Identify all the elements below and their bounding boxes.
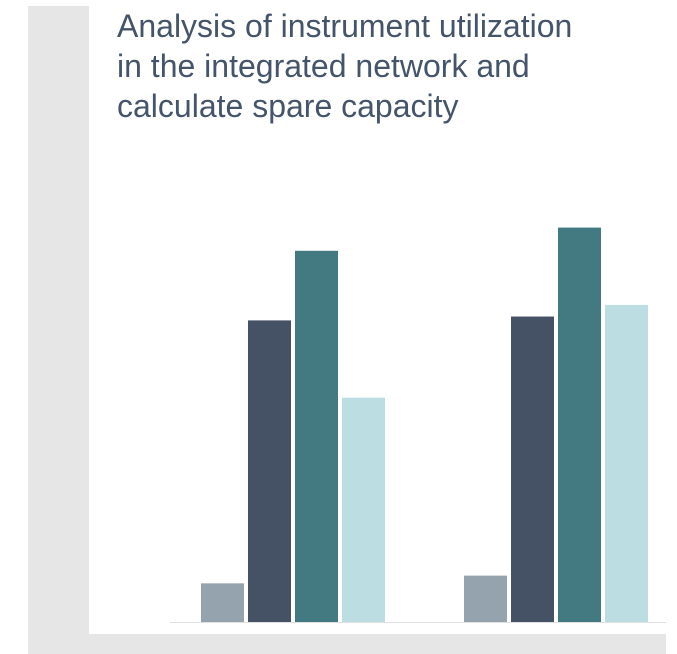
chart-title: Analysis of instrument utilization in th… bbox=[117, 8, 573, 124]
bar-series-3-group-1 bbox=[295, 250, 338, 623]
bar-series-1-group-2 bbox=[464, 575, 507, 622]
bar-series-1-group-1 bbox=[201, 583, 244, 622]
bar-series-2-group-1 bbox=[248, 320, 291, 622]
bar-series-4-group-2 bbox=[605, 304, 648, 622]
left-frame-bar bbox=[28, 6, 89, 654]
bar-series-2-group-2 bbox=[511, 316, 554, 622]
bar-series-3-group-2 bbox=[558, 227, 601, 622]
bar-series-4-group-1 bbox=[342, 397, 385, 622]
bottom-frame-bar bbox=[28, 634, 666, 654]
